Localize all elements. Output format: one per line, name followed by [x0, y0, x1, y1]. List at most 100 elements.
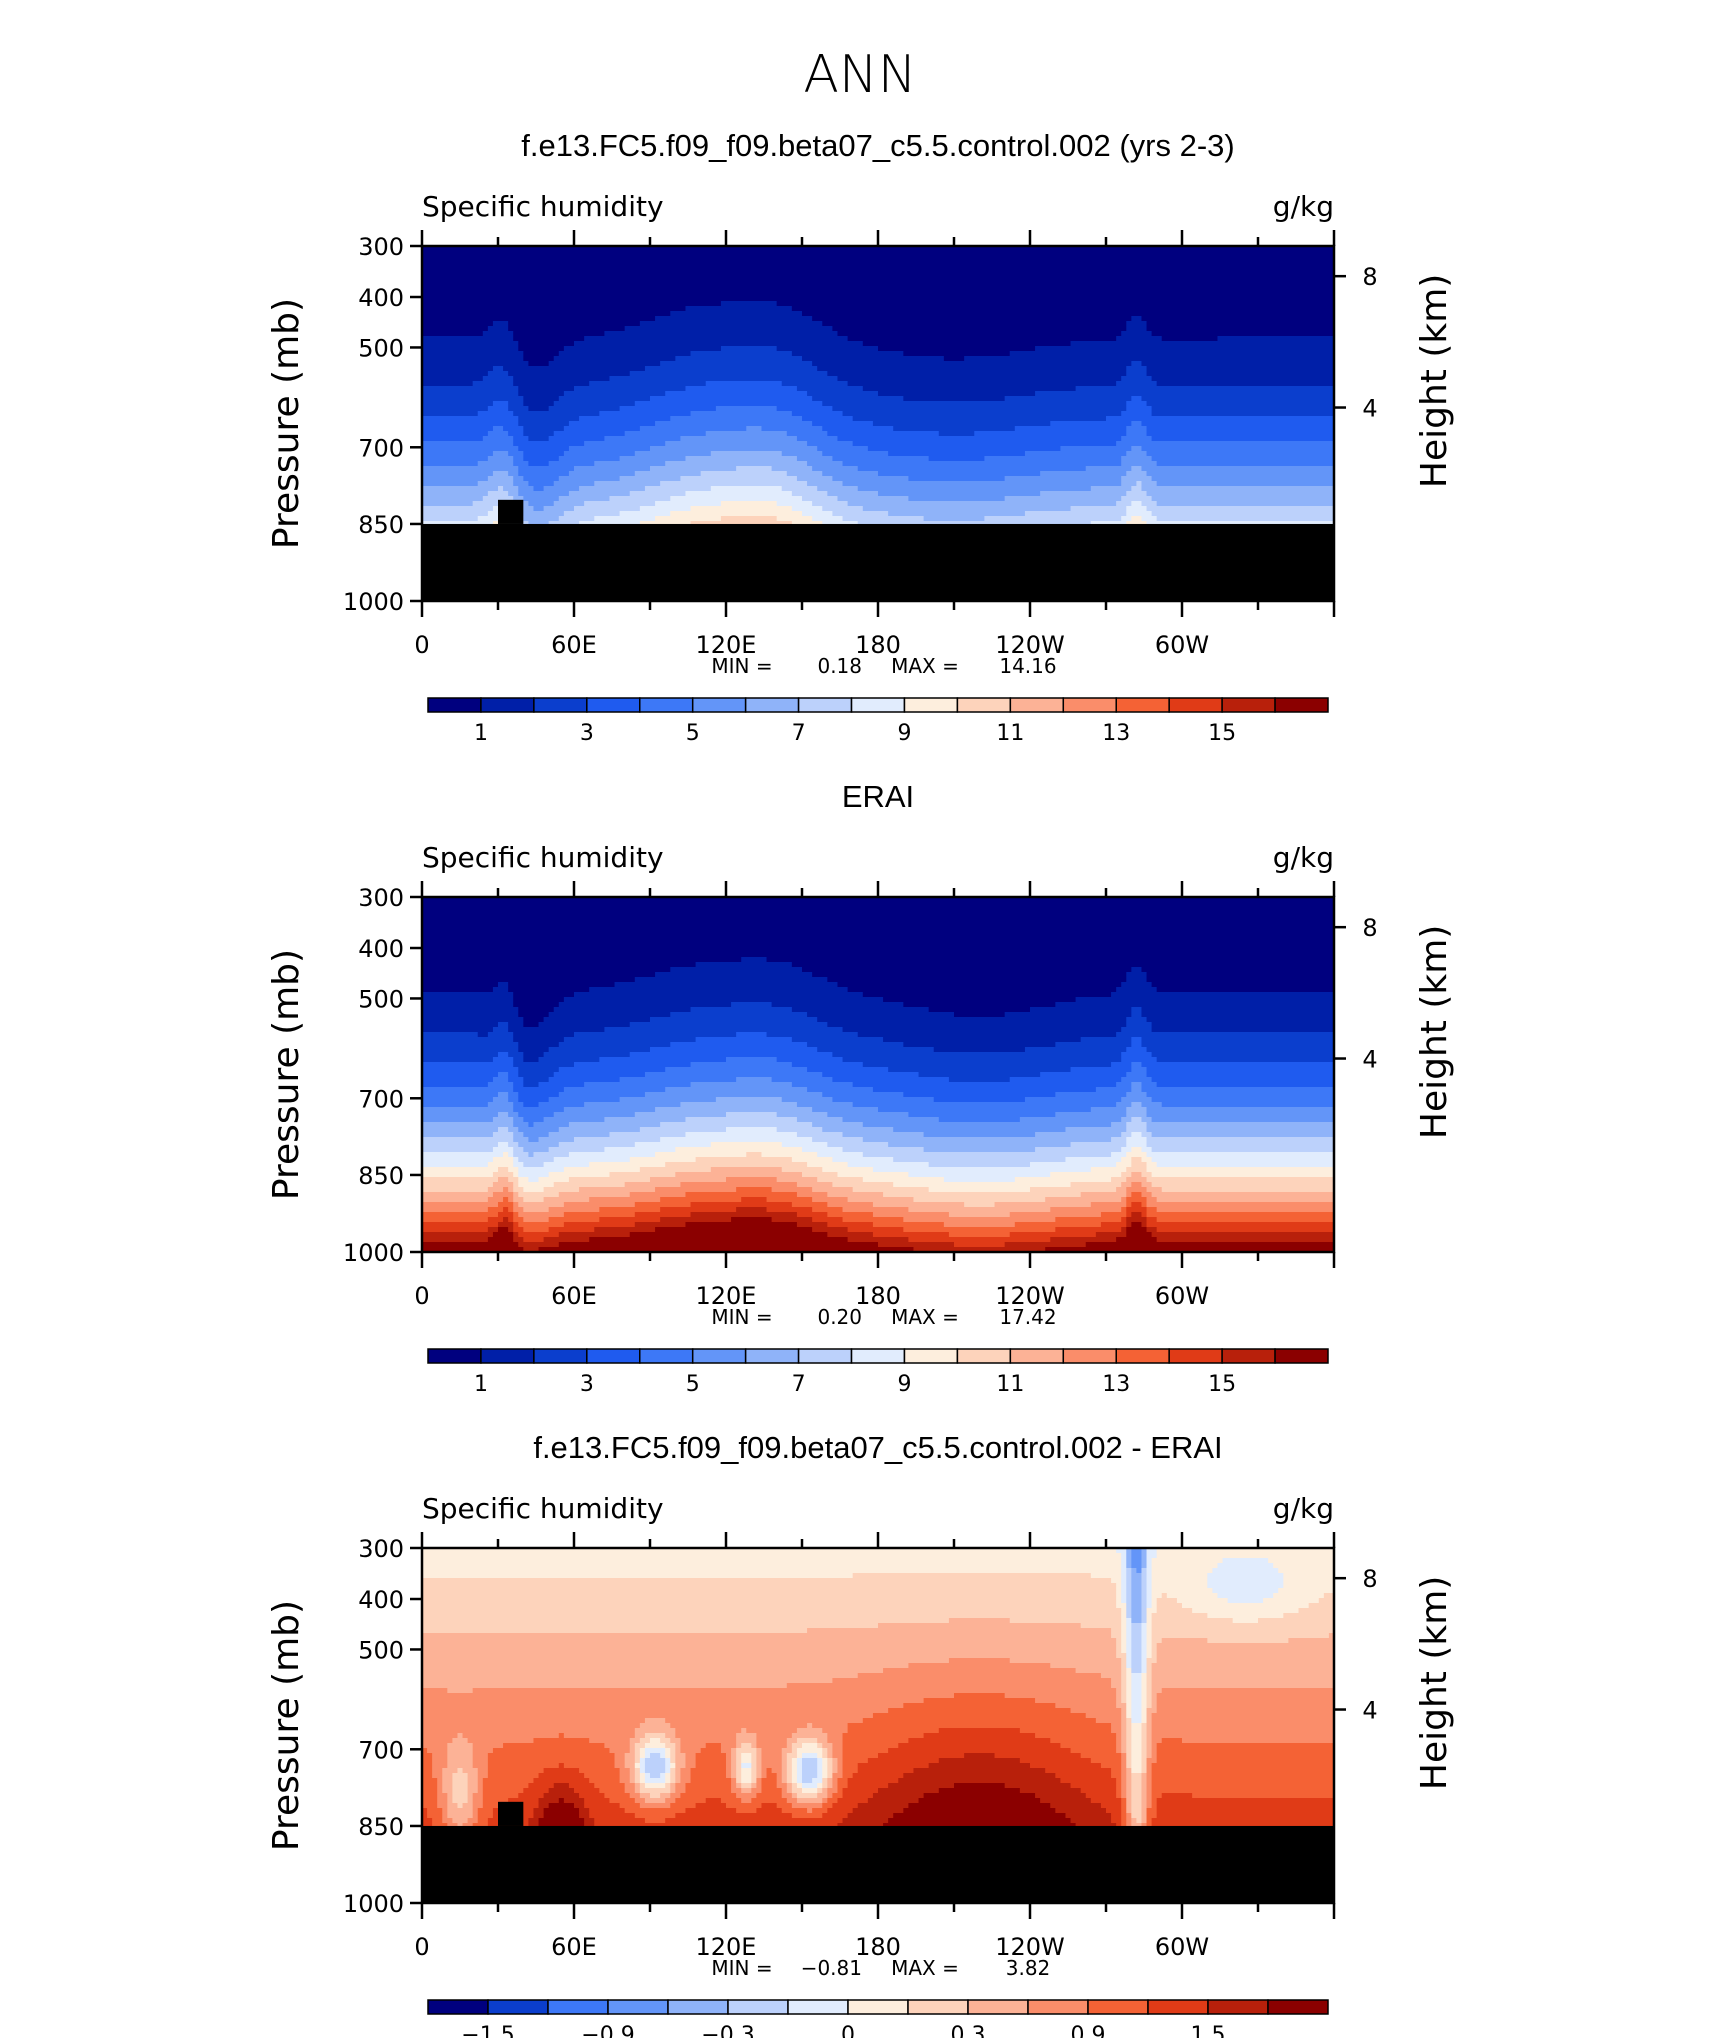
contour-band [1146, 1808, 1158, 1814]
contour-band [508, 1072, 519, 1078]
contour-band [558, 1763, 565, 1769]
contour-band [508, 401, 524, 407]
contour-band [422, 251, 1335, 257]
contour-band [776, 301, 1335, 307]
contour-band [1121, 1808, 1127, 1814]
contour-band [822, 471, 879, 477]
contour-band [1121, 1663, 1127, 1669]
contour-band [422, 1813, 428, 1819]
contour-band [1146, 1217, 1158, 1223]
contour-band [1050, 1663, 1122, 1669]
contour-band [1146, 1017, 1335, 1023]
contour-band [422, 346, 519, 352]
contour-band [513, 1062, 575, 1068]
contour-band [715, 406, 778, 412]
contour-band [675, 1773, 681, 1779]
contour-band [695, 1037, 793, 1043]
contour-band [670, 1763, 676, 1769]
contour-band [1131, 446, 1143, 452]
contour-band [842, 1132, 925, 1138]
contour-band [862, 1122, 1112, 1128]
contour-band [655, 316, 813, 322]
contour-band [533, 1122, 570, 1128]
contour-band [883, 1192, 1082, 1198]
contour-band [482, 436, 514, 442]
contour-band [1126, 1723, 1132, 1729]
contour-band [422, 266, 1335, 272]
contour-band [1151, 1803, 1158, 1809]
contour-band [498, 486, 504, 492]
colorbar-swatch [586, 697, 641, 713]
colorbar-swatch [586, 1348, 641, 1364]
contour-band [650, 446, 818, 452]
contour-band [827, 1788, 839, 1794]
contour-band [1126, 1728, 1132, 1734]
contour-band [1004, 1242, 1087, 1248]
contour-band [1126, 1638, 1132, 1644]
contour-band [1126, 1107, 1148, 1113]
contour-band [513, 1117, 524, 1123]
contour-band [548, 1147, 605, 1153]
contour-band [467, 1773, 479, 1779]
contour-band [1126, 1683, 1132, 1689]
contour-band [670, 1793, 681, 1799]
contour-band [685, 1788, 732, 1794]
contour-band [422, 306, 687, 312]
contour-band [609, 376, 839, 382]
contour-band [467, 1788, 479, 1794]
contour-band [842, 461, 1122, 467]
contour-band [518, 1042, 560, 1048]
contour-band [1090, 1758, 1122, 1764]
contour-band [1146, 1818, 1153, 1824]
contour-band [781, 1763, 788, 1769]
contour-band [781, 1808, 808, 1814]
contour-band [791, 962, 1335, 968]
contour-band [766, 957, 1335, 963]
contour-band [639, 321, 823, 327]
contour-band [1131, 421, 1143, 427]
contour-band [422, 1648, 1117, 1654]
contour-band [1146, 1803, 1153, 1809]
contour-band [776, 1773, 783, 1779]
contour-band [802, 511, 833, 517]
contour-band [660, 1793, 671, 1799]
x-tick-label: 60W [1155, 631, 1209, 659]
contour-band [513, 997, 565, 1003]
contour-band [1111, 992, 1335, 998]
contour-band [802, 1753, 818, 1759]
contour-band [422, 1658, 950, 1664]
contour-band [1151, 1192, 1335, 1198]
contour-band [872, 1212, 950, 1218]
contour-band [1141, 1548, 1148, 1554]
contour-band [1146, 491, 1335, 497]
contour-band [1141, 1553, 1148, 1559]
contour-band [1116, 1698, 1122, 1704]
contour-band [518, 486, 535, 492]
contour-band [1014, 426, 1127, 432]
contour-band [1288, 1638, 1335, 1644]
contour-band [1035, 1147, 1122, 1153]
contour-band [857, 1032, 1117, 1038]
contour-band [1156, 1808, 1335, 1814]
contour-band [1121, 1813, 1127, 1819]
contour-band [1126, 1733, 1132, 1739]
contour-band [508, 491, 519, 497]
contour-band [1126, 1768, 1132, 1774]
contour-band [1121, 1768, 1127, 1774]
contour-band [1222, 1558, 1269, 1564]
colorbar-label: 5 [686, 1372, 700, 1397]
contour-band [1131, 1583, 1143, 1589]
contour-band [513, 1087, 565, 1093]
contour-band [442, 1783, 453, 1789]
contour-band [487, 1773, 540, 1779]
contour-band [589, 1237, 849, 1243]
contour-band [1151, 1638, 1163, 1644]
contour-band [518, 446, 570, 452]
contour-band [903, 1002, 1056, 1008]
contour-band [771, 466, 813, 472]
contour-band [513, 376, 611, 382]
contour-band [1131, 1563, 1143, 1569]
contour-band [796, 1222, 828, 1228]
contour-band [1131, 1182, 1143, 1188]
contour-band [1146, 1628, 1153, 1634]
